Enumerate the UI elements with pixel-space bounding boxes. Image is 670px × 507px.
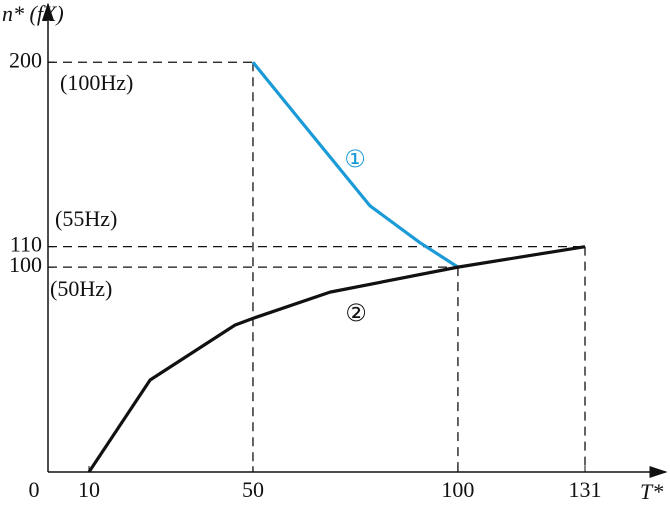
y-axis-label: n* (fX) [2,1,64,26]
y-tick-label: 110 [10,232,42,257]
x-tick-label: 50 [242,477,264,502]
y-tick-label: 100 [9,252,42,277]
x-tick-label: 0 [29,477,40,502]
series-line [87,245,586,473]
series-line [251,61,459,269]
series-label: ② [345,299,367,327]
annotation: (50Hz) [50,276,112,301]
annotation: (55Hz) [55,206,117,231]
x-tick-label: 131 [569,477,602,502]
annotation: (100Hz) [60,70,133,95]
y-tick-label: 200 [9,47,42,72]
x-axis-label: T* [640,479,663,504]
x-tick-label: 10 [78,477,100,502]
series-label: ① [344,145,366,173]
x-tick-label: 100 [441,477,474,502]
